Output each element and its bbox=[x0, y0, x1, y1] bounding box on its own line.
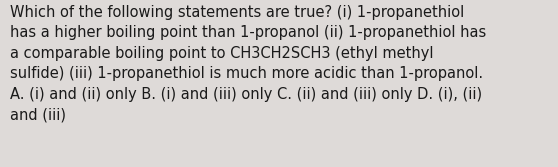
Text: Which of the following statements are true? (i) 1-propanethiol
has a higher boil: Which of the following statements are tr… bbox=[10, 5, 486, 122]
